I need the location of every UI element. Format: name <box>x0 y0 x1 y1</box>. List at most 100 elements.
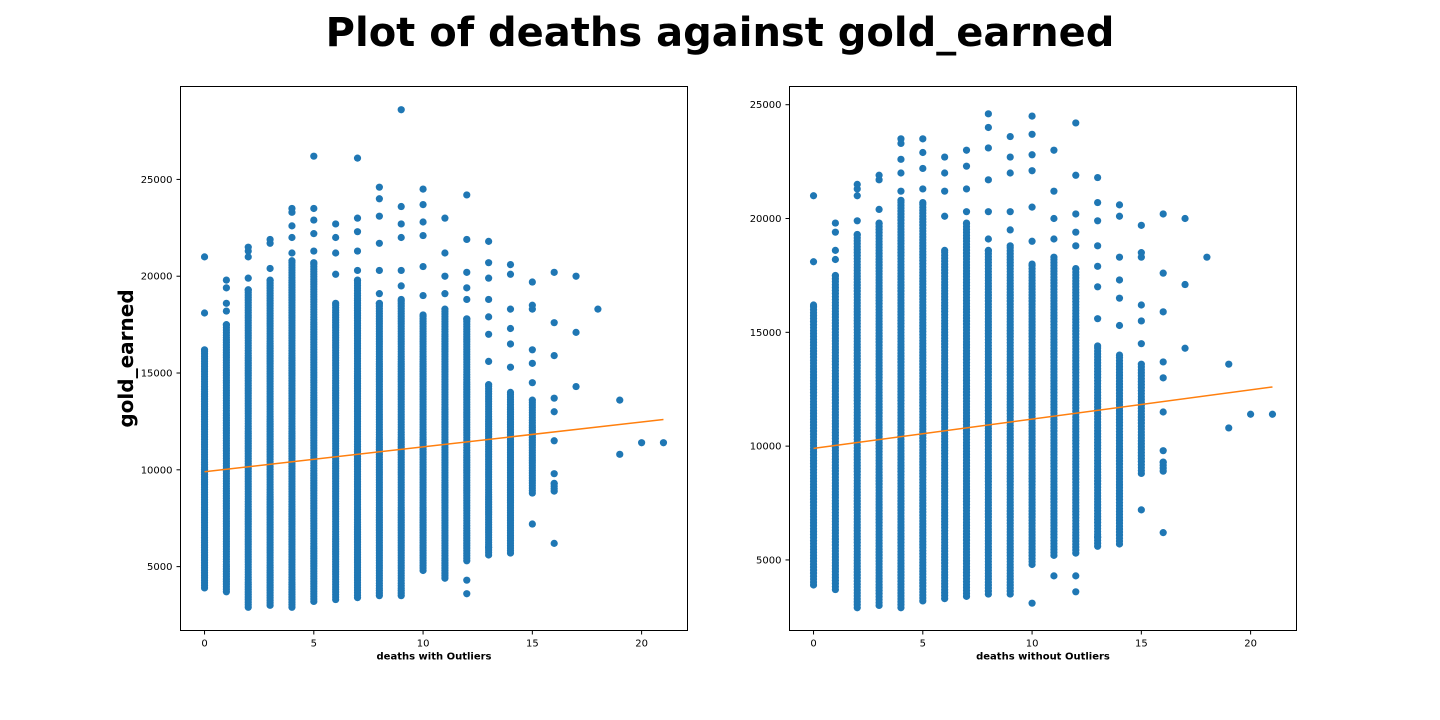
data-point <box>1159 408 1167 416</box>
data-point <box>1137 340 1145 348</box>
y-tick-label: 25000 <box>750 100 782 111</box>
data-point <box>831 255 839 264</box>
data-point <box>550 437 558 445</box>
data-point <box>419 262 427 271</box>
x-tick-label: 20 <box>1244 639 1257 650</box>
data-point <box>1115 212 1124 220</box>
data-point <box>485 381 493 389</box>
data-point <box>638 439 646 447</box>
data-point <box>941 187 949 195</box>
data-point <box>419 185 427 193</box>
data-point <box>528 520 536 528</box>
data-point <box>984 123 992 132</box>
data-point <box>353 228 362 236</box>
x-axis-label: deaths with Outliers <box>377 652 492 663</box>
data-point <box>1006 153 1014 161</box>
data-point <box>1094 315 1102 323</box>
data-point <box>506 388 515 396</box>
data-point <box>441 305 449 313</box>
data-point <box>463 315 471 323</box>
data-point <box>397 220 405 228</box>
data-point <box>962 146 971 154</box>
data-point <box>1159 269 1167 277</box>
data-point <box>1050 235 1058 243</box>
data-point <box>659 439 668 447</box>
data-point <box>1050 253 1058 261</box>
data-point <box>222 276 230 284</box>
regression-line <box>813 386 1273 450</box>
data-point <box>1115 201 1124 209</box>
data-point <box>485 274 493 282</box>
y-tick-label: 20000 <box>750 214 782 225</box>
data-point <box>222 284 230 292</box>
data-point <box>875 219 883 227</box>
data-point <box>397 295 405 304</box>
data-point <box>266 276 274 284</box>
data-point <box>1028 112 1036 120</box>
data-point <box>332 249 340 257</box>
data-point <box>288 257 296 265</box>
data-point <box>463 268 471 276</box>
data-point <box>962 219 971 227</box>
data-point <box>831 246 839 254</box>
data-point <box>897 196 905 204</box>
data-point <box>919 164 927 173</box>
data-point <box>550 394 558 402</box>
data-point <box>984 110 992 118</box>
data-point <box>506 324 515 333</box>
data-point <box>332 270 340 278</box>
data-point <box>528 359 536 367</box>
data-point <box>375 195 383 203</box>
data-point <box>1094 262 1102 270</box>
data-point <box>1072 171 1080 179</box>
data-point <box>550 479 558 487</box>
y-tick-label: 5000 <box>756 555 781 566</box>
data-point <box>853 192 861 200</box>
data-point <box>528 301 536 309</box>
data-point <box>310 259 318 267</box>
data-point <box>550 268 558 276</box>
scatter-series <box>809 110 1277 612</box>
data-point <box>1115 321 1124 330</box>
data-point <box>200 253 209 261</box>
data-point <box>1181 214 1189 223</box>
data-point <box>419 218 427 226</box>
data-point <box>1028 130 1036 138</box>
data-point <box>485 313 493 321</box>
data-point <box>897 169 905 177</box>
data-point <box>897 155 905 163</box>
data-point <box>397 233 405 242</box>
data-point <box>375 183 383 191</box>
data-point <box>332 233 340 242</box>
y-tick-label: 10000 <box>141 465 173 476</box>
data-point <box>506 363 515 371</box>
data-point <box>463 576 471 584</box>
data-point <box>310 247 318 255</box>
data-point <box>1094 533 1102 541</box>
data-point <box>1050 214 1058 223</box>
data-point <box>941 169 949 177</box>
data-point <box>550 470 558 478</box>
x-tick-label: 20 <box>635 639 648 650</box>
data-point <box>809 301 818 309</box>
data-point <box>463 191 471 199</box>
data-point <box>419 200 427 209</box>
data-point <box>1006 242 1014 250</box>
data-point <box>1247 410 1255 418</box>
data-point <box>244 253 252 261</box>
data-point <box>1028 167 1036 175</box>
data-point <box>397 266 405 275</box>
data-point <box>463 295 471 304</box>
data-point <box>919 198 927 207</box>
data-point <box>485 357 493 366</box>
data-point <box>962 185 971 193</box>
x-axis-label: deaths without Outliers <box>976 652 1110 663</box>
y-tick-label: 15000 <box>750 328 782 339</box>
data-point <box>941 153 949 161</box>
data-point <box>919 185 927 193</box>
data-point <box>572 328 580 336</box>
data-point <box>528 278 536 286</box>
data-point <box>1006 226 1014 234</box>
data-point <box>941 212 949 220</box>
